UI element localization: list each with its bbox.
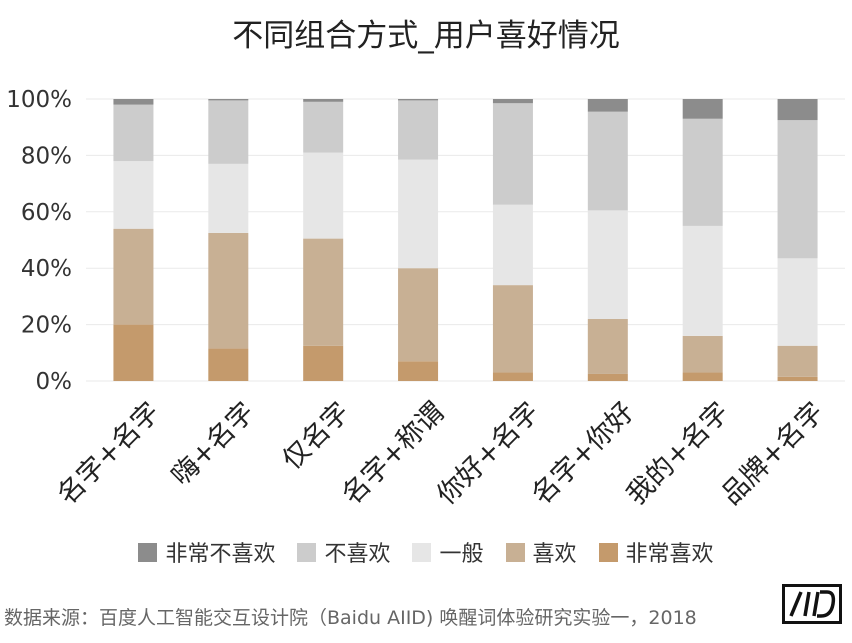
bar-segment bbox=[682, 335, 723, 373]
x-tick-label: 嗨+名字 bbox=[166, 397, 261, 492]
bar-segment bbox=[208, 100, 249, 164]
legend-label: 一般 bbox=[439, 542, 484, 567]
bar-segment bbox=[492, 204, 533, 286]
y-tick-label: 100% bbox=[6, 87, 72, 113]
bar-segment bbox=[777, 345, 818, 377]
bar-segment bbox=[492, 372, 533, 381]
y-tick-label: 20% bbox=[21, 313, 72, 339]
bar-segment bbox=[777, 258, 818, 346]
x-tick-label: 品牌+名字 bbox=[716, 397, 830, 511]
legend-item: 非常喜欢 bbox=[598, 536, 714, 568]
bar-segment bbox=[587, 99, 628, 112]
y-tick-label: 40% bbox=[21, 256, 72, 282]
bar-segment bbox=[587, 318, 628, 374]
legend-swatch bbox=[505, 542, 525, 562]
legend-label: 不喜欢 bbox=[324, 542, 391, 567]
bar-segment bbox=[777, 120, 818, 259]
bar-segment bbox=[777, 99, 818, 121]
bar-segment bbox=[303, 345, 344, 381]
legend-item: 一般 bbox=[412, 536, 484, 568]
bar-segment bbox=[587, 111, 628, 211]
bar-segment bbox=[587, 210, 628, 319]
legend-item: 非常不喜欢 bbox=[138, 536, 275, 568]
bar-segment bbox=[492, 99, 533, 104]
aiid-logo-mark bbox=[789, 590, 836, 618]
legend-swatch bbox=[412, 542, 432, 562]
legend-label: 喜欢 bbox=[532, 542, 577, 567]
x-tick-label: 名字+名字 bbox=[52, 397, 166, 511]
aiid-logo bbox=[782, 584, 842, 624]
bar-segment bbox=[303, 101, 344, 153]
y-tick-label: 0% bbox=[36, 369, 73, 395]
bar-segment bbox=[492, 285, 533, 373]
bar-segment bbox=[492, 103, 533, 205]
bar-segment bbox=[113, 104, 154, 162]
bar-segment bbox=[398, 99, 439, 101]
legend-label: 非常喜欢 bbox=[625, 542, 714, 567]
legend-swatch bbox=[138, 542, 158, 562]
bar-segment bbox=[398, 361, 439, 381]
x-tick-label: 名字+称谓 bbox=[336, 397, 450, 511]
legend-swatch bbox=[598, 542, 618, 562]
bar-segment bbox=[682, 118, 723, 226]
bar-segment bbox=[587, 373, 628, 381]
legend-label: 非常不喜欢 bbox=[165, 542, 276, 567]
bar-segment bbox=[303, 238, 344, 346]
bar-segment bbox=[682, 99, 723, 119]
bar-segment bbox=[208, 232, 249, 349]
bar-segment bbox=[777, 376, 818, 381]
bar-segment bbox=[398, 159, 439, 269]
bar-segment bbox=[682, 372, 723, 381]
legend-item: 不喜欢 bbox=[297, 536, 390, 568]
bar-segment bbox=[682, 225, 723, 336]
legend: 非常不喜欢 不喜欢 一般 喜欢 非常喜欢 bbox=[0, 536, 852, 568]
bar-segment bbox=[113, 228, 154, 325]
x-tick-label: 仅名字 bbox=[277, 397, 356, 476]
x-tick-label: 你好+名字 bbox=[431, 397, 545, 511]
bar-segment bbox=[398, 268, 439, 362]
bar-segment bbox=[208, 99, 249, 101]
x-tick-label: 我的+名字 bbox=[621, 397, 735, 511]
bar-segment bbox=[208, 163, 249, 233]
bar-segment bbox=[208, 348, 249, 381]
legend-swatch bbox=[297, 542, 317, 562]
y-tick-label: 80% bbox=[21, 143, 72, 169]
bar-segment bbox=[113, 324, 154, 381]
legend-item: 喜欢 bbox=[505, 536, 577, 568]
bar-segment bbox=[113, 161, 154, 229]
chart-title: 不同组合方式_用户喜好情况 bbox=[232, 18, 620, 54]
bar-segment bbox=[398, 100, 439, 160]
source-note: 数据来源：百度人工智能交互设计院（Baidu AIID) 唤醒词体验研究实验一，… bbox=[4, 607, 697, 629]
bar-segment bbox=[113, 99, 154, 105]
bar-segment bbox=[303, 152, 344, 239]
chart-plot: 0% 20% 40% 60% 80% 100% 名字+名字 嗨+名字 仅名字名字+称谓你好+名字… bbox=[6, 87, 845, 511]
y-tick-label: 60% bbox=[21, 200, 72, 226]
x-tick-label: 名字+你好 bbox=[526, 397, 640, 511]
bar-segment bbox=[303, 99, 344, 102]
